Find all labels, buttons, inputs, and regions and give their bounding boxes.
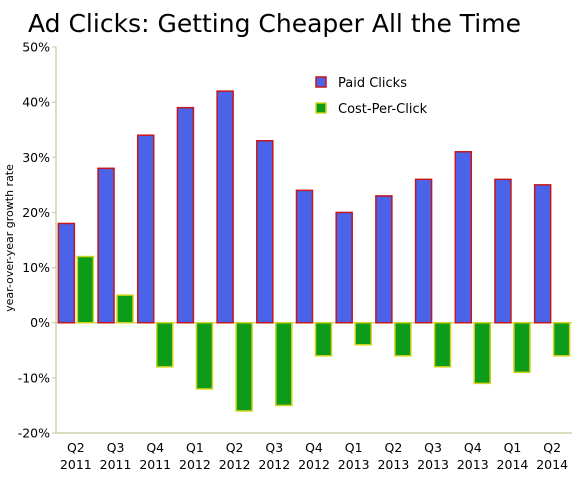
bar-cost-per-click: [116, 294, 134, 324]
x-tick-label-year: 2014: [497, 457, 529, 472]
bar-paid-clicks: [57, 222, 76, 324]
bar-cost-per-click: [354, 321, 372, 346]
x-tick-label-quarter: Q2: [226, 440, 244, 455]
bar-cost-per-click: [314, 321, 333, 357]
bar-cost-per-click: [394, 321, 412, 357]
x-tick-label-quarter: Q1: [186, 440, 204, 455]
x-tick-label-year: 2012: [298, 457, 330, 472]
x-tick-label-year: 2013: [417, 457, 449, 472]
bar-cost-per-click: [552, 321, 571, 357]
bar-paid-clicks: [375, 195, 393, 324]
x-tick-label-quarter: Q2: [543, 440, 561, 455]
bar-paid-clicks: [335, 211, 353, 324]
bar-cost-per-click: [433, 321, 452, 368]
bar-paid-clicks: [216, 90, 234, 324]
x-tick-label-quarter: Q3: [107, 440, 125, 455]
y-tick-label: 20%: [22, 205, 50, 220]
bar-paid-clicks: [136, 134, 155, 324]
bar-paid-clicks: [97, 167, 115, 324]
bar-paid-clicks: [454, 151, 473, 324]
bar-paid-clicks: [295, 189, 314, 324]
x-tick-label-year: 2011: [139, 457, 171, 472]
x-tick-label-quarter: Q1: [345, 440, 363, 455]
x-tick-label-quarter: Q2: [67, 440, 85, 455]
bar-cost-per-click: [76, 255, 95, 324]
x-tick-label-year: 2011: [60, 457, 92, 472]
legend-label-cost-per-click: Cost-Per-Click: [338, 102, 428, 117]
bar-cost-per-click: [235, 321, 253, 412]
axes: -20% -10% 0% 10% 20% 30% 40% 50% Q2 2011 Q3 2011 Q4 2…: [18, 40, 572, 472]
legend-swatch-cost-per-click: [315, 102, 327, 114]
chart-title: Ad Clicks: Getting Cheaper All the Time: [28, 9, 521, 38]
x-tick-label-year: 2012: [258, 457, 290, 472]
y-tick-label: -20%: [18, 426, 50, 441]
y-tick-label: -10%: [18, 370, 50, 385]
y-tick-label: 30%: [22, 150, 50, 165]
x-tick-label-year: 2012: [219, 457, 251, 472]
x-tick-label-year: 2014: [536, 457, 568, 472]
bars: [57, 90, 571, 412]
y-tick-label: 40%: [22, 95, 50, 110]
bar-paid-clicks: [494, 178, 512, 324]
x-tick-label-quarter: Q4: [464, 440, 482, 455]
legend-label-paid-clicks: Paid Clicks: [338, 76, 407, 91]
x-tick-label-quarter: Q4: [305, 440, 323, 455]
y-tick-label: 0%: [30, 315, 50, 330]
x-tick-label-quarter: Q3: [424, 440, 442, 455]
bar-cost-per-click: [473, 321, 492, 385]
x-tick-label-quarter: Q2: [384, 440, 402, 455]
x-tick-label-year: 2012: [179, 457, 211, 472]
y-tick-label: 10%: [22, 260, 50, 275]
x-tick-label-year: 2013: [457, 457, 489, 472]
x-tick-label-year: 2013: [338, 457, 370, 472]
x-tick-label-year: 2011: [100, 457, 132, 472]
bar-paid-clicks: [533, 184, 552, 324]
bar-paid-clicks: [414, 178, 433, 324]
bar-paid-clicks: [176, 106, 195, 324]
bar-cost-per-click: [155, 321, 174, 368]
x-tick-label-quarter: Q4: [146, 440, 164, 455]
bar-cost-per-click: [195, 321, 214, 390]
bar-cost-per-click: [275, 321, 293, 407]
x-tick-label-quarter: Q1: [504, 440, 522, 455]
bar-cost-per-click: [513, 321, 531, 374]
x-tick-label-year: 2013: [377, 457, 409, 472]
legend-swatch-paid-clicks: [315, 76, 327, 88]
legend: Paid Clicks Cost-Per-Click: [315, 76, 428, 117]
y-axis-label: year-over-year growth rate: [3, 164, 16, 312]
y-tick-label: 50%: [22, 40, 50, 55]
bar-paid-clicks: [256, 139, 274, 324]
x-tick-label-quarter: Q3: [265, 440, 283, 455]
